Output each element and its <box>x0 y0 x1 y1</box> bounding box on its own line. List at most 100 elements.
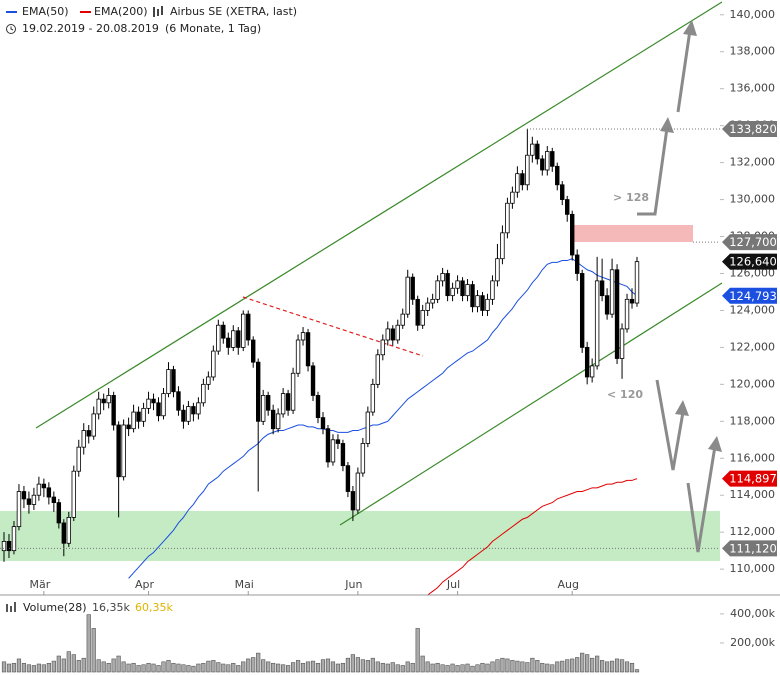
candle-body <box>26 498 32 505</box>
price-label: 124,793 <box>729 289 777 303</box>
candle-body <box>370 383 376 413</box>
volume-bar <box>131 662 136 673</box>
candle-body <box>310 365 316 396</box>
volume-bar <box>186 665 191 673</box>
candle-body <box>599 280 605 297</box>
candle-body <box>1 541 7 552</box>
resistance-zone <box>573 225 693 242</box>
volume-bar <box>281 664 286 673</box>
arrow <box>676 29 692 113</box>
candle-body <box>555 165 560 186</box>
volume-bar <box>525 662 530 673</box>
volume-bar <box>6 663 12 673</box>
volume-bar <box>211 660 216 673</box>
candle-body <box>579 273 585 348</box>
volume-bar <box>206 660 211 673</box>
candle-body <box>16 491 22 528</box>
volume-bar <box>600 660 605 673</box>
x-tick-label: Aug <box>557 578 578 591</box>
volume-bar <box>350 654 355 673</box>
candle-body <box>510 191 515 204</box>
volume-bar <box>151 663 156 673</box>
volume-bar <box>375 661 380 673</box>
volume-bar <box>455 665 460 673</box>
candle-body <box>400 313 405 326</box>
candle-body <box>550 151 555 167</box>
legend-label: EMA(50) <box>22 5 69 18</box>
candle-body <box>41 483 47 489</box>
volume-bar <box>505 658 510 673</box>
candle-body <box>236 330 241 348</box>
volume-bar <box>430 663 435 673</box>
volume-bar <box>614 658 620 673</box>
volume-bar <box>575 657 580 673</box>
candle-body <box>251 339 256 363</box>
volume-bar <box>480 662 485 673</box>
candle-body <box>275 413 281 430</box>
candle-body <box>614 269 620 359</box>
candle-body <box>525 154 530 186</box>
candle-body <box>290 372 296 411</box>
volume-bar <box>520 661 525 673</box>
trend-line-dashed <box>242 296 424 357</box>
volume-bar <box>500 657 505 673</box>
volume-bar <box>256 652 261 673</box>
volume-bar <box>51 660 56 673</box>
trend-channel-upper <box>35 1 723 429</box>
y-tick-label: 136,000 <box>730 82 776 95</box>
y-tick-label: 140,000 <box>730 8 776 21</box>
candle-body <box>375 354 381 385</box>
candle-body <box>176 391 181 411</box>
support-zone <box>0 511 720 561</box>
y-tick-label: 130,000 <box>730 193 776 206</box>
volume-bar <box>96 659 101 673</box>
volume-bar <box>345 657 351 673</box>
candle-body <box>360 443 366 474</box>
clock-icon <box>6 24 16 34</box>
candle-body <box>315 395 321 419</box>
volume-bar <box>1 661 7 673</box>
y-tick-label: 124,000 <box>730 303 776 316</box>
candle-body <box>594 280 600 367</box>
candle-body <box>570 213 575 256</box>
volume-bar <box>271 662 276 673</box>
candle-body <box>345 465 351 492</box>
candle-body <box>151 398 156 404</box>
volume-bar <box>445 665 450 673</box>
volume-bar <box>570 658 575 673</box>
volume-bar <box>580 652 585 673</box>
candle-body <box>81 430 86 448</box>
volume-bar <box>425 661 430 673</box>
candle-body <box>560 184 565 200</box>
volume-bar <box>146 662 151 673</box>
volume-bar <box>410 662 415 673</box>
y-tick-label: 126,000 <box>730 266 776 279</box>
candle-body <box>535 143 540 160</box>
instrument-icon <box>153 6 163 17</box>
candle-body <box>285 393 291 411</box>
candle-body <box>126 424 131 430</box>
candle-body <box>66 516 71 544</box>
volume-bar <box>46 662 51 673</box>
candle-body <box>11 526 17 552</box>
volume-last: 16,35k <box>92 601 130 614</box>
y-tick-label: 112,000 <box>730 525 776 538</box>
ema-line <box>427 478 638 595</box>
volume-bar <box>126 663 131 673</box>
volume-bar <box>385 663 390 673</box>
candle-body <box>505 202 510 234</box>
candle-body <box>470 284 475 308</box>
volume-bar <box>81 657 86 673</box>
candle-body <box>495 258 500 282</box>
volume-bar <box>535 660 540 673</box>
volume-bar <box>191 665 196 673</box>
candle-body <box>365 411 371 444</box>
candle-body <box>355 472 361 511</box>
volume-bar <box>305 661 311 673</box>
volume-bar <box>116 655 121 673</box>
candle-body <box>295 339 301 374</box>
ema-line <box>128 258 638 579</box>
candle-body <box>455 280 460 289</box>
volume-bar <box>71 654 76 673</box>
candle-body <box>211 350 216 378</box>
